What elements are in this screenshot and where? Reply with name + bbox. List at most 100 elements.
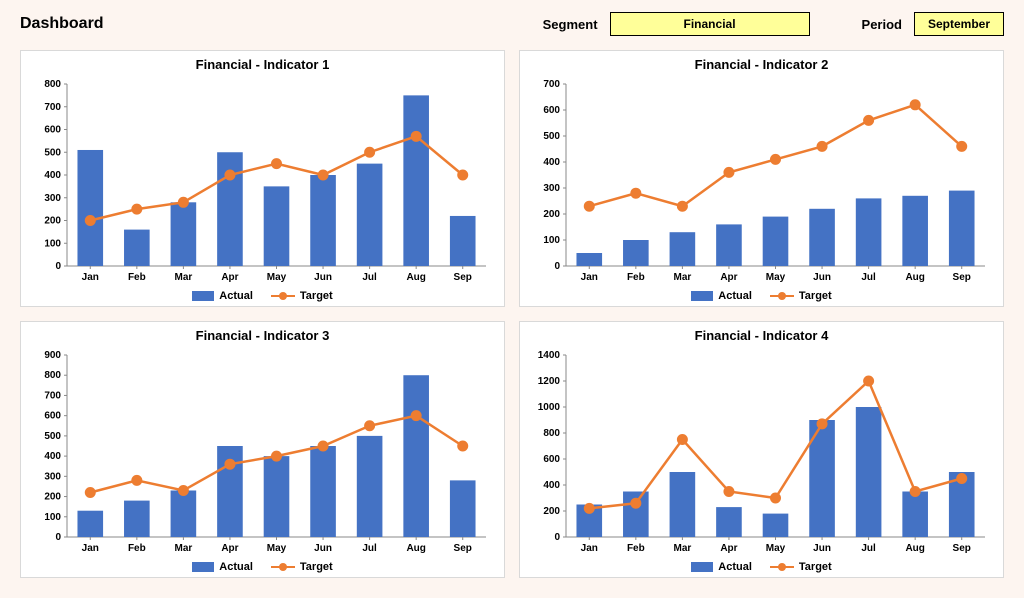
svg-text:100: 100 [543, 235, 560, 246]
svg-text:Apr: Apr [221, 543, 238, 554]
svg-text:Sep: Sep [454, 543, 472, 554]
legend-actual-label: Actual [718, 290, 752, 302]
svg-text:Jul: Jul [861, 272, 876, 283]
svg-text:0: 0 [55, 532, 61, 543]
svg-text:May: May [766, 543, 786, 554]
svg-text:800: 800 [44, 370, 61, 381]
svg-text:Jan: Jan [82, 272, 99, 283]
svg-text:Jul: Jul [362, 272, 377, 283]
legend-actual: Actual [192, 561, 253, 573]
svg-text:600: 600 [44, 411, 61, 422]
legend-target: Target [770, 290, 832, 302]
svg-text:900: 900 [44, 350, 61, 361]
svg-text:400: 400 [44, 170, 61, 181]
chart-title: Financial - Indicator 3 [29, 328, 496, 343]
svg-text:300: 300 [543, 183, 560, 194]
legend-actual-label: Actual [718, 561, 752, 573]
svg-text:Aug: Aug [905, 272, 924, 283]
svg-text:700: 700 [44, 102, 61, 113]
chart-legend: Actual Target [528, 559, 995, 573]
svg-text:600: 600 [543, 105, 560, 116]
svg-text:Sep: Sep [953, 543, 971, 554]
svg-text:500: 500 [543, 131, 560, 142]
svg-text:Jan: Jan [82, 543, 99, 554]
period-selector[interactable]: September [914, 12, 1004, 36]
svg-text:May: May [766, 272, 786, 283]
legend-target-label: Target [799, 290, 832, 302]
svg-text:0: 0 [55, 261, 61, 272]
chart-legend: Actual Target [29, 559, 496, 573]
legend-bar-swatch [691, 291, 713, 301]
svg-text:100: 100 [44, 512, 61, 523]
chart-title: Financial - Indicator 2 [528, 57, 995, 72]
legend-actual: Actual [192, 290, 253, 302]
svg-text:Jul: Jul [362, 543, 377, 554]
svg-text:400: 400 [543, 480, 560, 491]
svg-text:Mar: Mar [673, 272, 691, 283]
svg-text:May: May [267, 272, 287, 283]
svg-text:0: 0 [554, 261, 560, 272]
svg-text:Jun: Jun [813, 272, 831, 283]
svg-text:Feb: Feb [128, 543, 146, 554]
header: Dashboard Segment Financial Period Septe… [0, 0, 1024, 44]
chart-grid: Financial - Indicator 1 0 100 200 300 400 500… [0, 44, 1024, 592]
svg-text:300: 300 [44, 471, 61, 482]
segment-selector[interactable]: Financial [610, 12, 810, 36]
chart-panel-2: Financial - Indicator 2 0 100 200 300 400 500… [519, 50, 1004, 307]
legend-bar-swatch [192, 562, 214, 572]
svg-text:Feb: Feb [128, 272, 146, 283]
svg-text:200: 200 [543, 506, 560, 517]
svg-text:200: 200 [44, 492, 61, 503]
chart-legend: Actual Target [528, 288, 995, 302]
svg-text:Sep: Sep [454, 272, 472, 283]
svg-text:0: 0 [554, 532, 560, 543]
svg-text:700: 700 [44, 390, 61, 401]
chart-plot-3: 0100200300400500600700800900JanFebMarApr… [29, 345, 496, 559]
svg-text:200: 200 [543, 209, 560, 220]
legend-target-label: Target [300, 561, 333, 573]
chart-legend: Actual Target [29, 288, 496, 302]
chart-title: Financial - Indicator 4 [528, 328, 995, 343]
legend-target-label: Target [799, 561, 832, 573]
chart-title: Financial - Indicator 1 [29, 57, 496, 72]
legend-actual-label: Actual [219, 290, 253, 302]
legend-line-swatch [770, 290, 794, 302]
svg-text:Jan: Jan [581, 543, 598, 554]
svg-text:600: 600 [543, 454, 560, 465]
svg-text:Jul: Jul [861, 543, 876, 554]
chart-plot-1: 0100200300400500600700800JanFebMarAprMay… [29, 74, 496, 288]
chart-plot-2: 0100200300400500600700JanFebMarAprMayJun… [528, 74, 995, 288]
legend-line-swatch [770, 561, 794, 573]
svg-text:100: 100 [44, 238, 61, 249]
legend-actual-label: Actual [219, 561, 253, 573]
period-label: Period [862, 17, 902, 32]
svg-text:600: 600 [44, 125, 61, 136]
svg-text:400: 400 [543, 157, 560, 168]
svg-text:1400: 1400 [538, 350, 561, 361]
svg-text:Jun: Jun [813, 543, 831, 554]
svg-text:800: 800 [44, 79, 61, 90]
svg-text:Jun: Jun [314, 272, 332, 283]
svg-text:Apr: Apr [221, 272, 238, 283]
svg-text:Apr: Apr [720, 543, 737, 554]
svg-text:Aug: Aug [905, 543, 924, 554]
svg-text:400: 400 [44, 451, 61, 462]
svg-text:800: 800 [543, 428, 560, 439]
legend-actual: Actual [691, 290, 752, 302]
svg-text:1200: 1200 [538, 376, 561, 387]
svg-text:200: 200 [44, 216, 61, 227]
chart-panel-3: Financial - Indicator 3 0100200300400500… [20, 321, 505, 578]
svg-text:Sep: Sep [953, 272, 971, 283]
svg-text:300: 300 [44, 193, 61, 204]
legend-target-label: Target [300, 290, 333, 302]
svg-text:Jan: Jan [581, 272, 598, 283]
chart-panel-1: Financial - Indicator 1 0100200300400500… [20, 50, 505, 307]
svg-text:May: May [267, 543, 287, 554]
legend-target: Target [271, 561, 333, 573]
svg-text:Apr: Apr [720, 272, 737, 283]
legend-bar-swatch [192, 291, 214, 301]
legend-bar-swatch [691, 562, 713, 572]
svg-text:Mar: Mar [174, 272, 192, 283]
page-title: Dashboard [20, 15, 104, 33]
segment-label: Segment [543, 17, 598, 32]
